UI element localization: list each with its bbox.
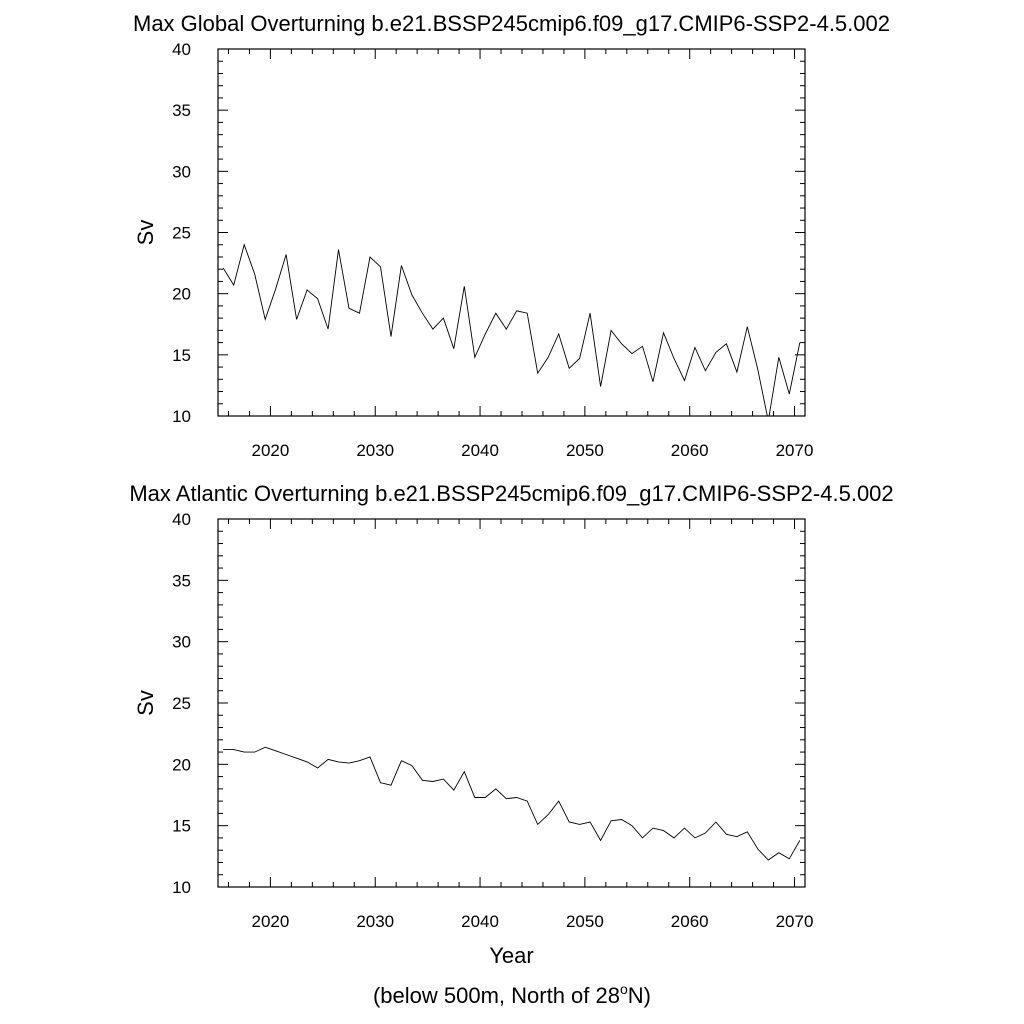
x-tick-label: 2030 <box>356 912 394 931</box>
series-line <box>222 243 801 416</box>
x-tick-label: 2020 <box>251 912 289 931</box>
y-tick-label: 10 <box>172 407 191 426</box>
x-tick-label: 2040 <box>461 441 499 460</box>
y-tick-label: 35 <box>172 101 191 120</box>
y-tick-label: 25 <box>172 224 191 243</box>
x-axis-label: Year <box>489 943 533 968</box>
x-tick-label: 2050 <box>566 912 604 931</box>
y-tick-label: 40 <box>172 40 191 59</box>
x-tick-label: 2060 <box>671 912 709 931</box>
y-tick-label: 30 <box>172 633 191 652</box>
figure-note-degree: o <box>620 981 628 997</box>
y-tick-label: 15 <box>172 817 191 836</box>
x-tick-label: 2050 <box>566 441 604 460</box>
y-tick-label: 20 <box>172 755 191 774</box>
x-tick-label: 2070 <box>776 912 814 931</box>
figure-note: (below 500m, North of 28oN) <box>373 981 651 1008</box>
figure-note-suffix: N) <box>628 983 651 1008</box>
y-tick-label: 25 <box>172 694 191 713</box>
y-tick-label: 20 <box>172 285 191 304</box>
plot-frame <box>217 48 806 417</box>
chart-title: Max Global Overturning b.e21.BSSP245cmip… <box>133 11 890 36</box>
x-tick-label: 2040 <box>461 912 499 931</box>
y-tick-label: 15 <box>172 346 191 365</box>
y-tick-label: 30 <box>172 162 191 181</box>
y-tick-label: 10 <box>172 878 191 897</box>
chart-title: Max Atlantic Overturning b.e21.BSSP245cm… <box>129 481 893 506</box>
atlantic-overturning-panel: Max Atlantic Overturning b.e21.BSSP245cm… <box>129 481 893 968</box>
y-axis-label: Sv <box>133 690 158 716</box>
y-tick-label: 40 <box>172 510 191 529</box>
figure-note-prefix: (below 500m, North of 28 <box>373 983 620 1008</box>
x-tick-label: 2020 <box>251 441 289 460</box>
x-tick-label: 2060 <box>671 441 709 460</box>
series-line <box>223 746 801 861</box>
y-axis-label: Sv <box>133 220 158 246</box>
x-tick-label: 2030 <box>356 441 394 460</box>
y-tick-label: 35 <box>172 571 191 590</box>
plot-frame <box>217 518 806 888</box>
x-tick-label: 2070 <box>776 441 814 460</box>
global-overturning-panel: Max Global Overturning b.e21.BSSP245cmip… <box>133 11 890 460</box>
